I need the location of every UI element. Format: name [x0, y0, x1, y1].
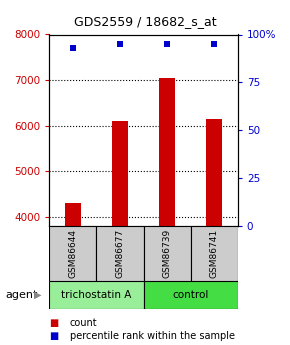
- FancyBboxPatch shape: [191, 226, 238, 281]
- Text: trichostatin A: trichostatin A: [61, 290, 132, 300]
- FancyBboxPatch shape: [49, 281, 144, 309]
- Text: ■: ■: [49, 332, 59, 341]
- Text: ■: ■: [49, 318, 59, 327]
- Bar: [65, 203, 81, 226]
- Bar: [206, 119, 222, 226]
- Text: control: control: [173, 290, 209, 300]
- Text: agent: agent: [6, 290, 38, 300]
- FancyBboxPatch shape: [144, 226, 191, 281]
- FancyBboxPatch shape: [96, 226, 144, 281]
- Bar: [159, 78, 175, 226]
- FancyBboxPatch shape: [144, 281, 238, 309]
- Text: ▶: ▶: [34, 290, 41, 300]
- Bar: [112, 121, 128, 226]
- Text: GSM86677: GSM86677: [115, 229, 124, 278]
- Text: percentile rank within the sample: percentile rank within the sample: [70, 332, 235, 341]
- Text: count: count: [70, 318, 97, 327]
- FancyBboxPatch shape: [49, 226, 96, 281]
- Text: GSM86741: GSM86741: [210, 229, 219, 278]
- Text: GDS2559 / 18682_s_at: GDS2559 / 18682_s_at: [74, 16, 216, 29]
- Text: GSM86644: GSM86644: [68, 229, 77, 278]
- Text: GSM86739: GSM86739: [163, 229, 172, 278]
